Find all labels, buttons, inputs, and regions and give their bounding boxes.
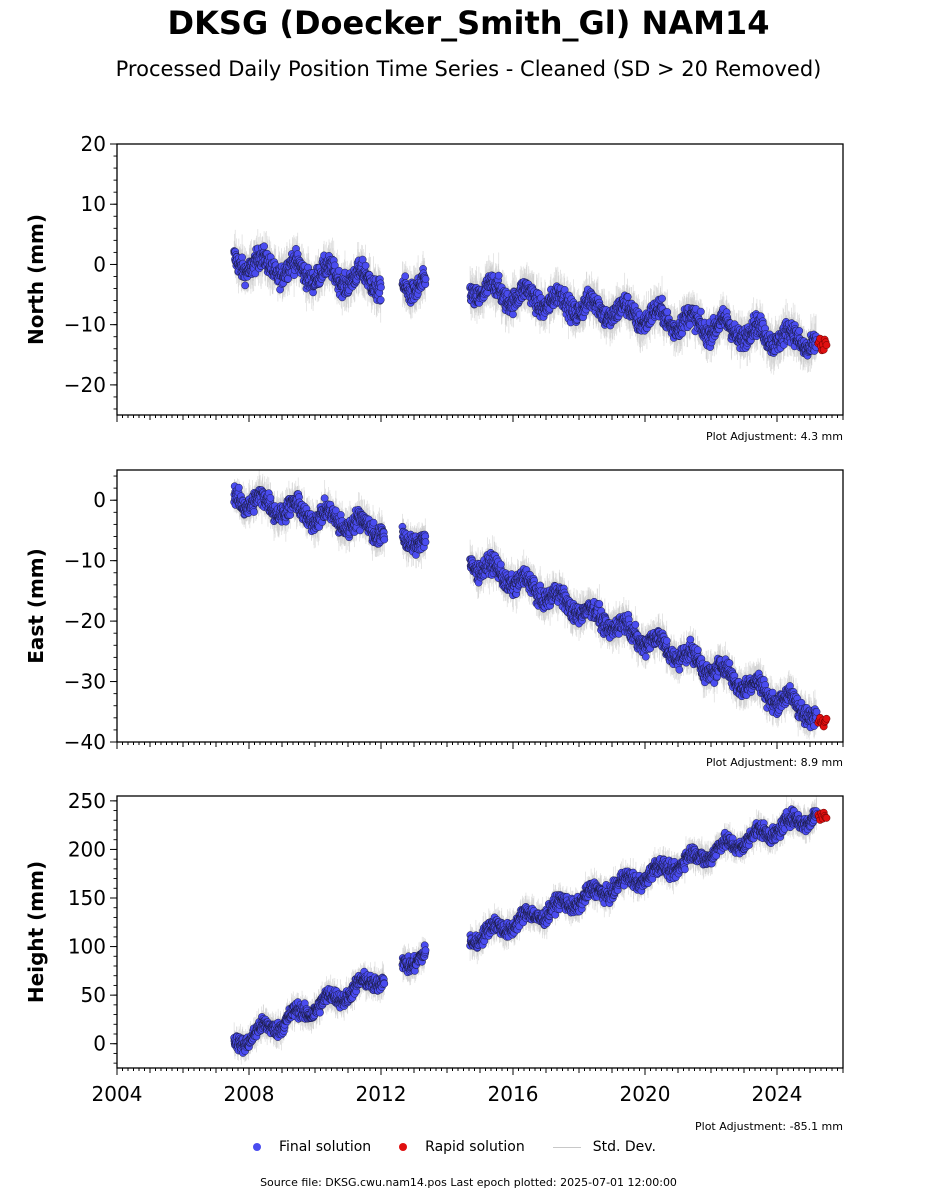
chart-title: DKSG (Doecker_Smith_Gl) NAM14 [167, 4, 770, 42]
final-solution-point [401, 272, 410, 281]
y-tick-label: 20 [81, 132, 106, 156]
chart-subtitle: Processed Daily Position Time Series - C… [115, 57, 822, 81]
y-tick-label: 10 [81, 192, 106, 216]
y-axis-label: North (mm) [24, 214, 48, 345]
final-solution-point [330, 261, 339, 270]
final-solution-point [241, 281, 249, 290]
final-solution-point [696, 307, 705, 316]
final-solution-point [663, 308, 672, 316]
y-tick-label: −10 [64, 313, 106, 337]
panel-1: 20 10 0 −10 −20 North (mm) Plot Adjustment: 4.… [24, 132, 844, 443]
final-solution-point [377, 283, 385, 292]
final-solution-point [376, 296, 385, 304]
y-tick-label: −20 [64, 373, 106, 397]
rapid-solution-point [822, 341, 831, 349]
panel-1-data [230, 229, 831, 375]
final-solution-point [494, 271, 503, 280]
final-solution-point [260, 242, 268, 251]
final-solution-point [361, 261, 370, 270]
y-tick-label: 0 [93, 252, 106, 276]
final-solution-point [623, 293, 632, 301]
final-solution-point [358, 255, 367, 264]
plot-adjustment-note: Plot Adjustment: 4.3 mm [706, 430, 843, 443]
final-solution-point [421, 275, 430, 283]
final-solution-point [795, 327, 804, 335]
panel-2-data [230, 470, 831, 740]
final-solution-point [658, 294, 666, 303]
